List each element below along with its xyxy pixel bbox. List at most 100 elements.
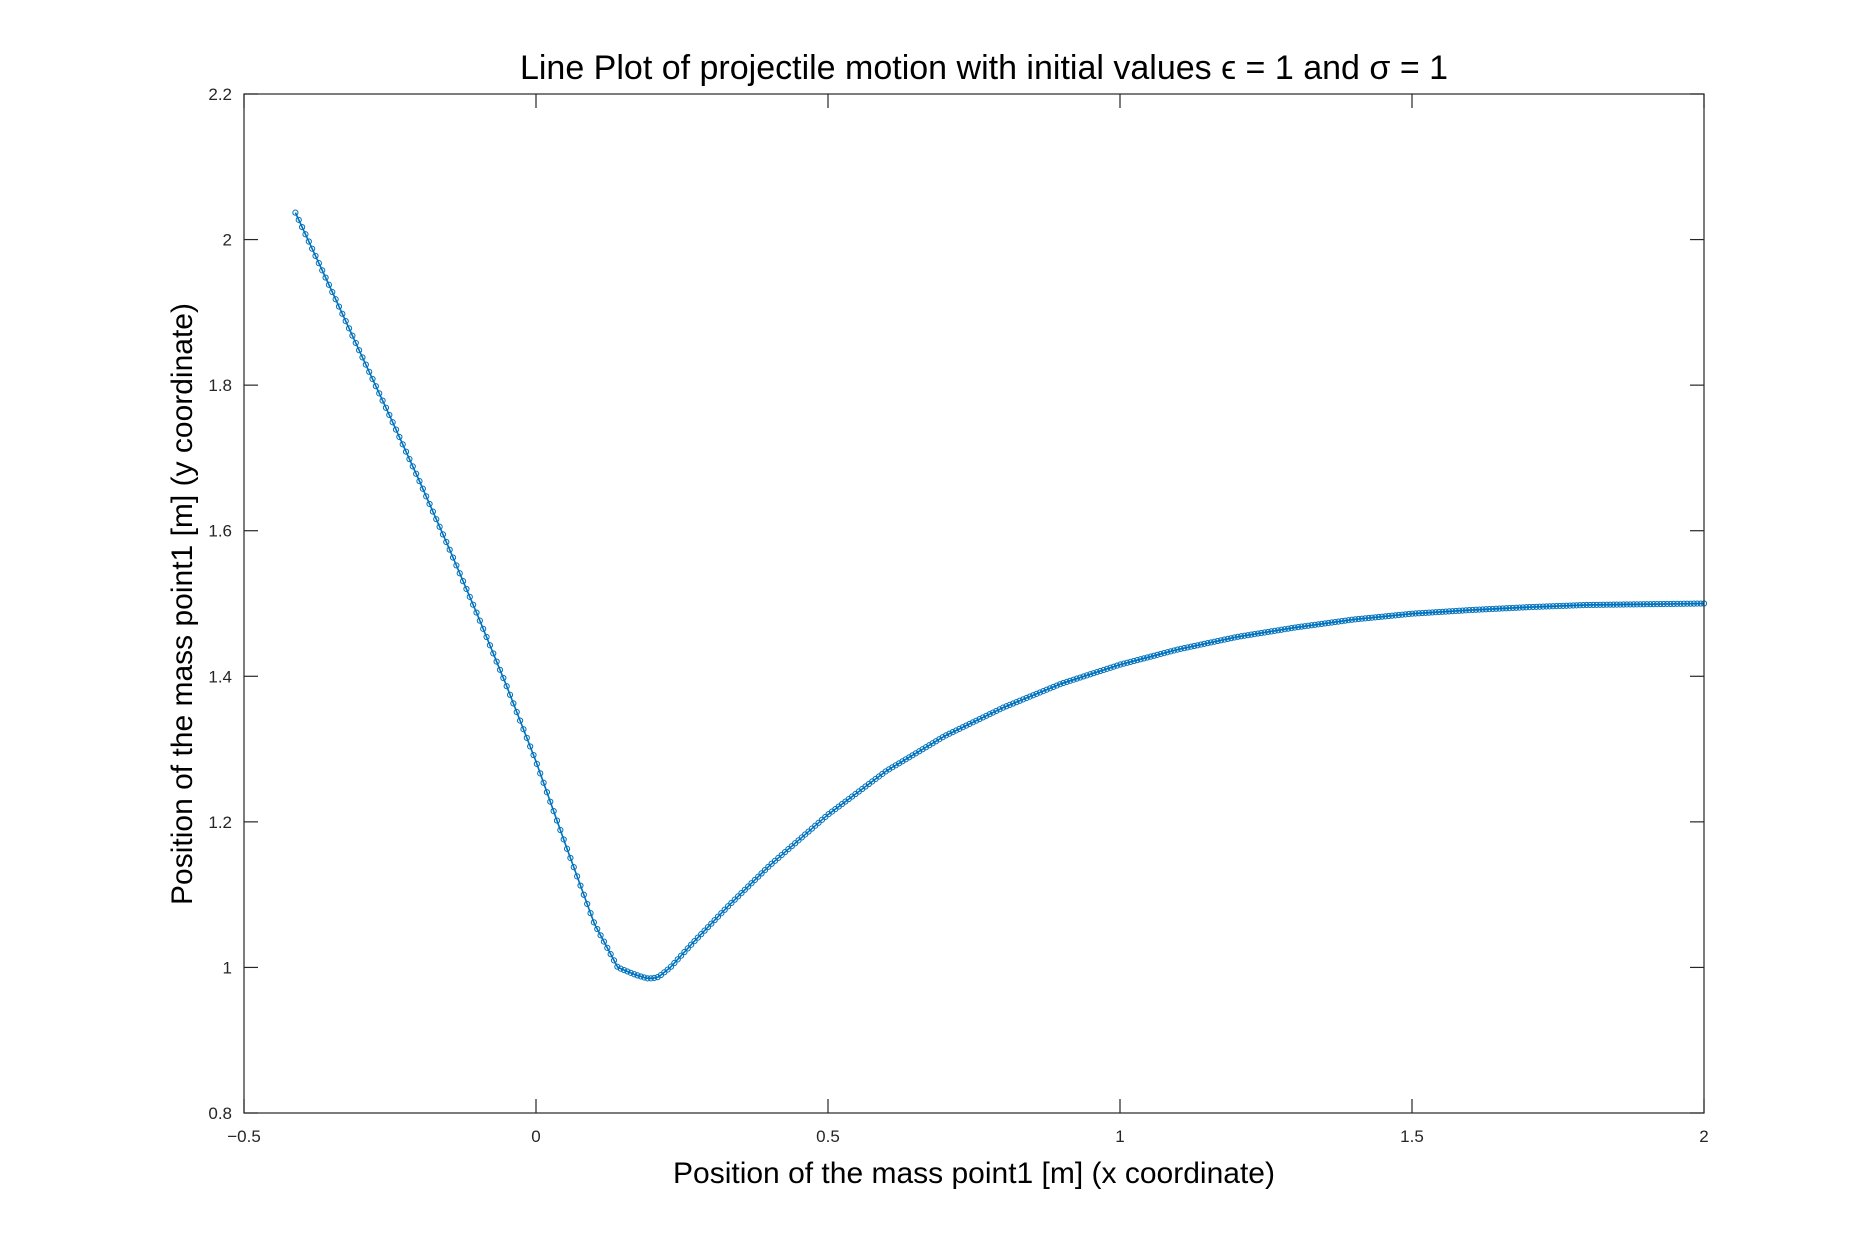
series-point — [1382, 613, 1389, 620]
series-point — [922, 744, 930, 751]
series-point — [728, 899, 735, 907]
series-point — [1154, 651, 1161, 658]
series-point — [533, 760, 540, 767]
series-point — [1425, 609, 1433, 616]
series-point — [1331, 618, 1339, 626]
series-point — [1429, 609, 1436, 616]
series-point — [396, 433, 403, 441]
series-point — [1020, 696, 1027, 703]
series-point — [1570, 602, 1577, 609]
series-point — [989, 709, 997, 716]
series-point — [1392, 612, 1399, 619]
series-point — [600, 938, 608, 945]
series-point — [1056, 681, 1064, 688]
series-point — [1274, 627, 1282, 634]
series-point — [1385, 612, 1392, 620]
series-point — [748, 880, 755, 887]
series-line — [294, 212, 1705, 980]
series-point — [966, 720, 973, 728]
series-point — [1244, 632, 1251, 639]
series-point — [1496, 605, 1503, 612]
series-point — [1529, 603, 1537, 611]
series-point — [423, 493, 430, 500]
series-point — [721, 906, 728, 913]
series-point — [1110, 663, 1117, 670]
series-point — [1580, 602, 1587, 609]
series-point — [1164, 649, 1171, 656]
series-point — [607, 951, 614, 958]
series-point — [644, 975, 651, 982]
series-point — [1124, 659, 1131, 666]
series-point — [1405, 610, 1412, 618]
series-point — [1328, 619, 1335, 626]
series-point — [496, 666, 504, 673]
series-point — [523, 734, 530, 741]
series-point — [986, 711, 993, 718]
series-point — [906, 754, 913, 761]
series-point — [1201, 640, 1208, 647]
series-point — [936, 736, 943, 743]
series-point — [1325, 619, 1332, 627]
series-point — [329, 288, 336, 296]
series-point — [480, 625, 487, 632]
series-point — [1603, 601, 1610, 608]
series-point — [1355, 615, 1362, 623]
series-point — [949, 729, 956, 736]
series-point — [1422, 609, 1429, 616]
series-point — [426, 500, 433, 508]
series-point — [889, 764, 896, 771]
series-point — [1248, 631, 1255, 638]
series-point — [637, 973, 644, 980]
series-point — [694, 934, 701, 941]
series-point — [899, 758, 906, 765]
series-point — [332, 296, 339, 303]
series-point — [399, 441, 406, 448]
series-point — [352, 339, 359, 347]
series-point — [1301, 623, 1308, 630]
series-point — [631, 971, 638, 978]
series-point — [641, 974, 648, 981]
series-point — [406, 455, 413, 463]
series-point — [1251, 631, 1258, 638]
series-point — [1516, 604, 1523, 611]
series-point — [1295, 624, 1302, 631]
series-point — [587, 910, 594, 917]
series-point — [942, 732, 950, 739]
series-point — [996, 706, 1003, 713]
series-point — [416, 478, 423, 485]
series-point — [976, 715, 983, 723]
series-point — [926, 742, 933, 749]
series-point — [1553, 603, 1560, 610]
series-point — [963, 722, 970, 729]
series-point — [939, 734, 946, 741]
series-point — [885, 766, 893, 773]
x-tick-label: 0.5 — [816, 1127, 840, 1146]
series-point — [563, 845, 571, 852]
series-point — [714, 913, 722, 920]
series-point — [741, 886, 748, 893]
series-point — [570, 864, 577, 871]
series-point — [1224, 635, 1231, 643]
axes-box — [243, 93, 1705, 1114]
series-point — [1610, 601, 1617, 608]
series-point — [527, 743, 534, 750]
series-point — [1640, 601, 1647, 608]
series-point — [1593, 601, 1600, 608]
series-point — [439, 531, 447, 538]
series-point — [1231, 634, 1238, 641]
y-axis-label: Position of the mass point1 [m] (y coord… — [166, 303, 199, 905]
series-point — [1489, 605, 1496, 613]
series-point — [543, 789, 551, 796]
x-tick-label: 0 — [531, 1127, 540, 1146]
series-point — [1107, 664, 1114, 671]
x-tick-label: 1.5 — [1400, 1127, 1424, 1146]
series-point — [1207, 639, 1215, 646]
x-tick-label: −0.5 — [227, 1127, 261, 1146]
series-point — [651, 974, 658, 982]
series-point — [758, 870, 765, 877]
series-point — [620, 966, 628, 974]
series-point — [1063, 678, 1070, 685]
series-point — [540, 779, 547, 786]
series-point — [1238, 633, 1245, 640]
series-point — [681, 948, 688, 956]
